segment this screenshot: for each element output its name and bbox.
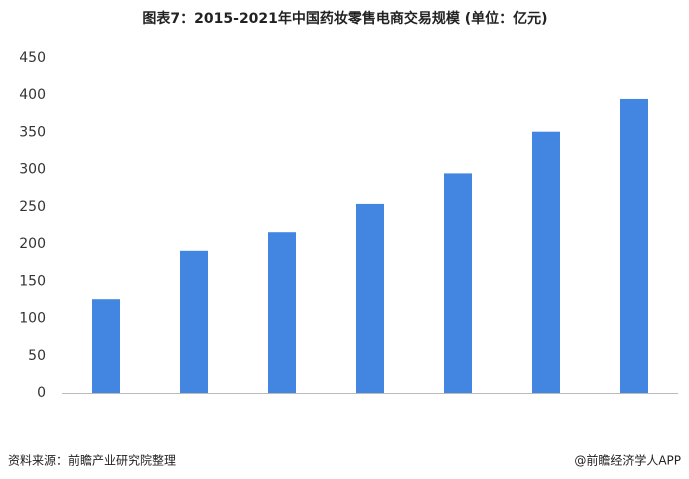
chart-title: 图表7：2015-2021年中国药妆零售电商交易规模 (单位：亿元) — [142, 10, 547, 27]
bar — [92, 299, 120, 393]
bar — [444, 173, 472, 393]
y-tick-label: 100 — [19, 311, 46, 327]
y-tick-label: 350 — [19, 124, 46, 140]
y-tick-label: 150 — [19, 273, 46, 289]
y-tick-label: 250 — [19, 199, 46, 215]
bar — [180, 250, 208, 393]
y-tick-label: 200 — [19, 236, 46, 252]
source: 资料来源：前瞻产业研究院整理 — [8, 453, 176, 468]
y-tick-label: 300 — [19, 162, 46, 178]
y-tick-label: 0 — [37, 385, 46, 401]
credit: @前瞻经济学人APP — [574, 453, 681, 468]
bar — [356, 203, 384, 393]
bar — [620, 98, 648, 393]
bar — [532, 131, 560, 393]
y-tick-label: 400 — [19, 87, 46, 103]
y-tick-label: 50 — [28, 348, 46, 364]
y-tick-label: 450 — [19, 50, 46, 66]
bar — [268, 232, 296, 393]
